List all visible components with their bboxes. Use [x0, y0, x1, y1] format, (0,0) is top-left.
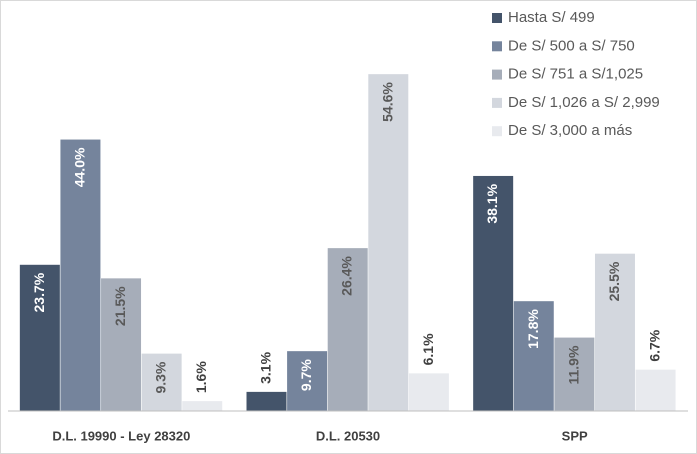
value-label: 9.3% [153, 361, 169, 393]
legend-swatch [492, 13, 502, 23]
value-label: 25.5% [606, 261, 622, 301]
value-label: 11.9% [565, 345, 581, 384]
bar [182, 401, 223, 411]
value-label: 17.8% [525, 309, 541, 349]
value-label: 38.1% [484, 183, 500, 223]
x-tick-label: D.L. 19990 - Ley 28320 [52, 428, 190, 443]
bar [408, 373, 449, 411]
bar [635, 369, 676, 411]
legend-swatch [492, 69, 502, 80]
bar [554, 337, 595, 411]
bar [19, 264, 60, 411]
legend-swatch [492, 126, 502, 137]
bar [101, 278, 142, 411]
bar [594, 253, 635, 411]
legend-label: Hasta S/ 499 [508, 9, 595, 26]
bar [513, 301, 554, 411]
value-label: 21.5% [112, 286, 128, 326]
value-label: 44.0% [71, 147, 87, 187]
legend-label: De S/ 1,026 a S/ 2,999 [508, 94, 660, 111]
value-label: 6.1% [420, 333, 436, 365]
value-label: 9.7% [298, 359, 314, 391]
bar [473, 175, 514, 411]
legend-label: De S/ 500 a S/ 750 [508, 37, 635, 54]
value-label: 23.7% [31, 272, 47, 312]
legend-swatch [492, 97, 502, 108]
value-label: 6.7% [647, 329, 663, 361]
bar [141, 353, 182, 411]
legend-label: De S/ 3,000 a más [508, 122, 632, 139]
value-label: 26.4% [339, 256, 355, 296]
x-tick-label: D.L. 20530 [316, 428, 380, 443]
legend-label: De S/ 751 a S/1,025 [508, 66, 643, 83]
legend-swatch [492, 41, 502, 52]
bar [246, 391, 287, 411]
bar [287, 351, 328, 411]
x-tick-label: SPP [562, 428, 588, 443]
bar [60, 139, 101, 412]
bar [327, 248, 368, 411]
value-label: 1.6% [193, 361, 209, 393]
value-label: 54.6% [379, 82, 395, 122]
value-label: 3.1% [258, 351, 274, 383]
bar [368, 74, 409, 411]
